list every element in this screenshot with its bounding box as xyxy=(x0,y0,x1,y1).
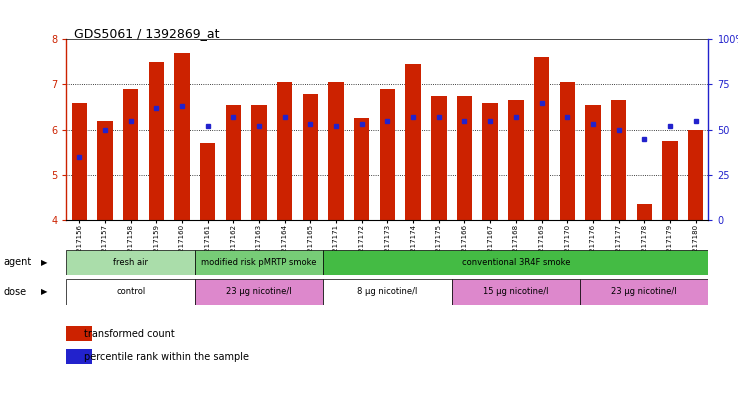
Bar xyxy=(637,204,652,220)
Bar xyxy=(303,94,318,220)
Bar xyxy=(123,89,138,220)
Bar xyxy=(559,82,575,220)
Bar xyxy=(66,279,195,305)
Text: ▶: ▶ xyxy=(41,258,47,267)
Text: GDS5061 / 1392869_at: GDS5061 / 1392869_at xyxy=(74,28,219,40)
Bar xyxy=(580,279,708,305)
Bar xyxy=(148,62,164,220)
Text: control: control xyxy=(116,287,145,296)
Text: fresh air: fresh air xyxy=(113,258,148,267)
Text: modified risk pMRTP smoke: modified risk pMRTP smoke xyxy=(201,258,317,267)
Bar xyxy=(277,82,292,220)
Bar xyxy=(200,143,215,220)
Bar xyxy=(662,141,677,220)
Bar xyxy=(508,100,523,220)
Bar xyxy=(611,100,627,220)
Bar xyxy=(688,130,703,220)
Text: percentile rank within the sample: percentile rank within the sample xyxy=(84,352,249,362)
Text: 8 μg nicotine/l: 8 μg nicotine/l xyxy=(357,287,418,296)
Bar xyxy=(97,121,113,220)
Bar xyxy=(72,103,87,220)
Bar xyxy=(252,105,266,220)
Bar xyxy=(328,82,344,220)
Text: transformed count: transformed count xyxy=(84,329,175,339)
Bar xyxy=(174,53,190,220)
Text: conventional 3R4F smoke: conventional 3R4F smoke xyxy=(461,258,570,267)
Bar xyxy=(66,250,195,275)
Bar xyxy=(354,118,370,220)
Bar xyxy=(534,57,549,220)
Bar xyxy=(585,105,601,220)
Bar xyxy=(483,103,498,220)
Bar xyxy=(452,279,580,305)
Bar xyxy=(380,89,395,220)
Bar xyxy=(457,96,472,220)
Text: 23 μg nicotine/l: 23 μg nicotine/l xyxy=(227,287,292,296)
Bar xyxy=(66,349,92,364)
Bar xyxy=(405,64,421,220)
Bar xyxy=(195,279,323,305)
Text: 15 μg nicotine/l: 15 μg nicotine/l xyxy=(483,287,548,296)
Bar xyxy=(226,105,241,220)
Bar xyxy=(66,326,92,341)
Text: agent: agent xyxy=(4,257,32,267)
Text: ▶: ▶ xyxy=(41,287,47,296)
Bar xyxy=(323,250,708,275)
Bar xyxy=(431,96,446,220)
Bar xyxy=(323,279,452,305)
Text: 23 μg nicotine/l: 23 μg nicotine/l xyxy=(612,287,677,296)
Bar xyxy=(195,250,323,275)
Text: dose: dose xyxy=(4,287,27,297)
